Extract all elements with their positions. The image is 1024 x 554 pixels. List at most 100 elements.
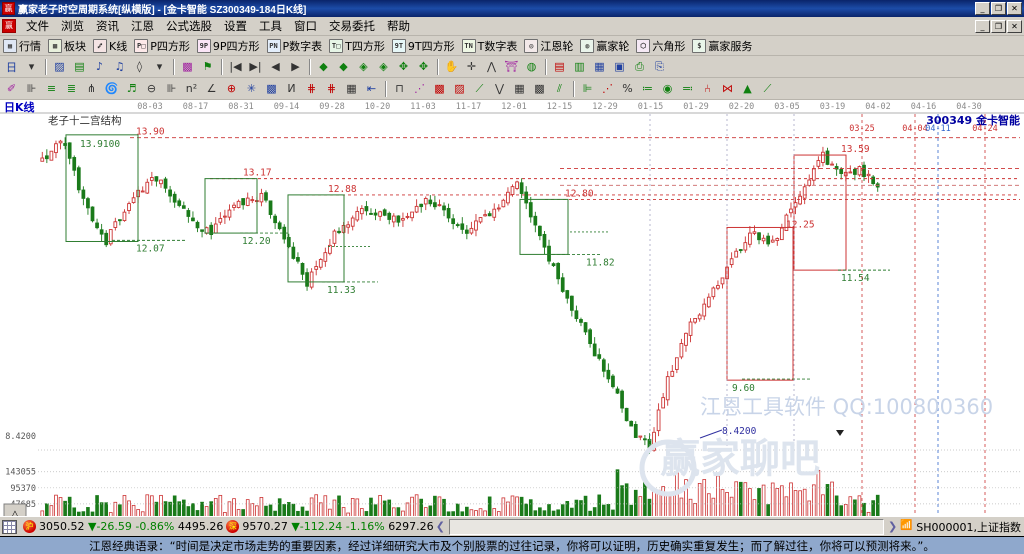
wave-icon[interactable]: И [287,82,296,95]
menu-item-1[interactable]: 浏览 [61,19,84,33]
print-icon[interactable]: ⎙ [635,59,644,73]
menu-item-2[interactable]: 资讯 [96,19,119,33]
pitchfork-icon[interactable]: ⑃ [704,82,711,95]
lattice-icon[interactable]: ▦ [346,82,357,95]
indicator-down-icon[interactable]: ♫ [114,60,125,73]
toolbar-button-赢家服务[interactable]: $ 赢家服务 [692,38,752,54]
measure-icon[interactable]: ◊ [136,60,143,73]
last-page-icon[interactable]: ▶| [249,60,262,73]
scroll-prev-icon[interactable]: ❮ [435,520,445,533]
status-scrollbar[interactable] [448,518,885,535]
grid-table2-icon[interactable]: ▩ [534,82,545,95]
bar-chart-icon[interactable]: ⊫ [582,82,593,95]
spiral-icon[interactable]: 🌀 [104,82,119,95]
toolbar-button-P数字表[interactable]: PN P数字表 [266,38,322,54]
index-quote-1[interactable]: 3050.52 ▼-26.59 -0.86% 4495.26 [39,520,223,533]
overlay-icon[interactable]: ▩ [182,60,193,73]
fan-icon[interactable]: ⛩ [504,60,519,73]
menu-item-0[interactable]: 文件 [26,19,49,33]
menu-item-4[interactable]: 公式选股 [166,19,212,33]
calendar-icon[interactable]: ▤ [554,60,565,73]
arrows-icon[interactable]: ⇤ [366,82,377,95]
parallel-icon[interactable]: ⫽ [557,81,562,95]
crosshair-icon[interactable]: ✛ [466,60,477,73]
hand-pan-icon[interactable]: ✋ [444,60,459,73]
indicator-up-icon[interactable]: ♪ [95,60,104,73]
toolbar-button-9P四方形[interactable]: 9P 9P四方形 [196,38,260,54]
circle-cross-icon[interactable]: ⊖ [146,82,157,95]
box-pattern2-icon[interactable]: ▨ [454,82,465,95]
toolbar-button-P四方形[interactable]: P□ P四方形 [134,38,190,54]
compass-icon[interactable]: ⋀ [486,60,497,73]
menu-item-9[interactable]: 帮助 [387,19,410,33]
cycle-bars-icon[interactable]: ⋕ [306,82,317,95]
box-pattern-icon[interactable]: ▩ [434,82,445,95]
square-n2-icon[interactable]: n² [185,82,198,95]
box-grid-icon[interactable]: ▩ [266,82,277,95]
structure-box-1[interactable] [65,134,139,242]
diamond3-icon[interactable]: ◈ [359,60,368,73]
toolbar-button-K线[interactable]: ⑇ K线 [93,38,127,54]
angle-icon[interactable]: ∠ [206,82,217,95]
cycle-bars2-icon[interactable]: ⋕ [326,82,337,95]
percent-lines-icon[interactable]: ≡ [46,82,57,95]
grid3-icon[interactable]: ⊪ [166,82,177,95]
current-index-label[interactable]: SH000001,上证指数 [916,520,1021,534]
fan2-icon[interactable]: ⋈ [722,82,733,95]
levels-icon[interactable]: ≔ [642,82,653,95]
scroll-track[interactable] [449,519,884,534]
scroll-next-icon[interactable]: ❯ [888,520,898,533]
toolbar-button-T四方形[interactable]: T□ T四方形 [329,38,385,54]
crosshair-net-icon[interactable]: ▨ [54,60,65,73]
first-page-icon[interactable]: |◀ [229,60,242,73]
grid-table-icon[interactable]: ▦ [514,82,525,95]
structure-box-3[interactable] [287,194,345,283]
menu-item-6[interactable]: 工具 [259,19,282,33]
mdi-minimize-button[interactable]: _ [975,19,990,33]
measure-dropdown-icon[interactable]: ▾ [156,60,163,73]
toolbar-button-9T四方形[interactable]: 9T 9T四方形 [391,38,455,54]
toolbar-button-赢家轮[interactable]: ◍ 赢家轮 [580,38,629,54]
report-icon[interactable]: ▦ [594,60,605,73]
toolbar-button-六角形[interactable]: ⬡ 六角形 [636,38,685,54]
collapse-panel-button[interactable] [3,503,27,516]
next-icon[interactable]: ▶ [291,60,300,73]
rays-icon[interactable]: ⋰ [414,82,425,95]
zigzag-icon[interactable]: ⋁ [494,82,505,95]
diamond2-icon[interactable]: ◆ [339,60,348,73]
toolbar-button-江恩轮[interactable]: ◎ 江恩轮 [524,38,573,54]
menu-item-5[interactable]: 设置 [224,19,247,33]
chart-canvas[interactable]: 08-03 08-17 08-31 09-14 09-28 10-20 11-03 11-17… [0,100,1024,516]
index-quote-2[interactable]: 9570.27 ▼-112.24 -1.16% 6297.26 [242,520,433,533]
structure-box-5[interactable] [726,226,794,381]
minimize-button[interactable]: _ [975,2,990,15]
trendline-icon[interactable]: ⟋ [475,81,484,95]
cycle-icon[interactable]: ◍ [526,60,537,73]
close-button[interactable]: ✕ [1007,2,1022,15]
toolbar-button-T数字表[interactable]: TN T数字表 [461,38,517,54]
menu-item-3[interactable]: 江恩 [131,19,154,33]
frame-icon[interactable]: ⊓ [395,82,404,95]
toolbar-button-行情[interactable]: ▦ 行情 [3,38,41,54]
circle-fill-icon[interactable]: ◉ [662,82,673,95]
target-icon[interactable]: ⊕ [226,82,237,95]
menu-item-7[interactable]: 窗口 [294,19,317,33]
star-icon[interactable]: ✳ [246,82,257,95]
gann-grid-icon[interactable]: ⊪ [26,82,37,95]
gold-icon[interactable]: ▲ [743,82,752,95]
period-dropdown-icon[interactable]: ▾ [28,60,35,73]
toolbar-button-板块[interactable]: ▩ 板块 [48,38,86,54]
chart-svg[interactable]: 08-03 08-17 08-31 09-14 09-28 10-20 11-03 11-17… [0,100,1024,516]
restore-button[interactable]: ❐ [991,2,1006,15]
calculator-icon[interactable]: ▥ [574,60,585,73]
diamond6-icon[interactable]: ✥ [418,60,429,73]
copy-icon[interactable]: ▤ [74,60,85,73]
structure-box-6[interactable] [793,154,847,271]
export-icon[interactable]: ⎘ [655,59,664,73]
pct-retrace-icon[interactable]: ≣ [66,82,77,95]
magnet-icon[interactable]: ♬ [126,82,137,95]
mdi-restore-button[interactable]: ❐ [991,19,1006,33]
percent-icon[interactable]: % [622,82,633,95]
pen-draw-icon[interactable]: ✐ [6,82,17,95]
structure-box-2[interactable] [204,178,258,234]
